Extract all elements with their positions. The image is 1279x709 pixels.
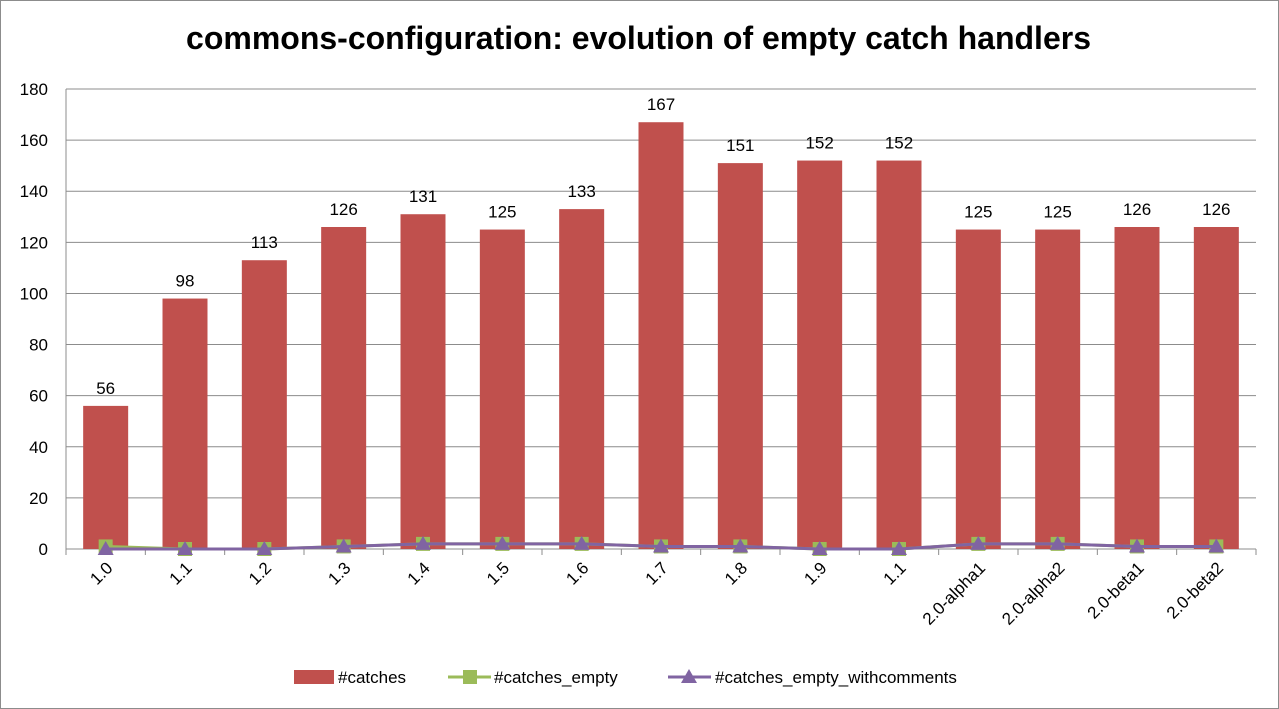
bar-data-label: 167 (647, 95, 675, 114)
triangle-marker (97, 541, 114, 555)
bar-data-label: 126 (1202, 200, 1230, 219)
triangle-marker (811, 541, 828, 555)
bar-data-label: 126 (329, 200, 357, 219)
x-tick-label: 1.7 (642, 558, 672, 588)
legend-label: #catches_empty (494, 668, 618, 687)
bar (955, 229, 1001, 550)
bar (638, 122, 684, 549)
bar-data-label: 133 (567, 182, 595, 201)
bar (479, 229, 525, 550)
x-tick-label: 1.9 (800, 558, 830, 588)
triangle-marker (256, 541, 273, 555)
x-tick-label: 1.2 (245, 558, 275, 588)
bar (83, 405, 129, 549)
y-tick-label: 20 (29, 489, 48, 508)
bar (717, 163, 763, 549)
bar-data-label: 125 (488, 203, 516, 222)
bar (559, 209, 605, 549)
y-tick-label: 40 (29, 438, 48, 457)
bar-data-label: 98 (176, 272, 195, 291)
triangle-marker (335, 538, 352, 553)
bar (1035, 229, 1081, 550)
triangle-marker (177, 541, 193, 555)
x-tick-label: 2.0-alpha1 (919, 558, 989, 628)
x-tick-label: 1.5 (483, 558, 513, 588)
y-tick-label: 100 (20, 284, 48, 303)
y-tick-label: 180 (20, 80, 48, 99)
x-tick-label: 1.8 (721, 558, 751, 588)
bar (162, 298, 208, 549)
x-tick-label: 1.1 (166, 558, 196, 588)
bar-data-label: 113 (251, 233, 278, 252)
bar-data-label: 56 (96, 379, 115, 398)
bar (1193, 227, 1239, 549)
legend-label: #catches (338, 668, 406, 687)
legend-marker-triangle (681, 669, 697, 683)
bar-data-label: 151 (726, 136, 754, 155)
y-tick-label: 60 (29, 387, 48, 406)
x-tick-label: 1.6 (562, 558, 592, 588)
y-tick-label: 140 (20, 182, 48, 201)
y-tick-label: 160 (20, 131, 48, 150)
bar (321, 227, 367, 549)
y-tick-label: 80 (29, 336, 48, 355)
x-tick-label: 1.1 (880, 558, 910, 588)
bar-data-label: 126 (1123, 200, 1151, 219)
legend-marker-square (463, 670, 477, 684)
bar (241, 260, 287, 549)
triangle-marker (1129, 538, 1145, 553)
x-tick-label: 2.0-alpha2 (998, 558, 1068, 628)
bar (876, 160, 922, 550)
x-tick-label: 2.0-beta1 (1084, 558, 1148, 622)
bar-data-label: 152 (885, 134, 913, 153)
bar (797, 160, 843, 550)
bar (400, 214, 446, 549)
triangle-marker (494, 535, 511, 550)
x-tick-label: 1.3 (324, 558, 354, 588)
y-tick-label: 120 (20, 233, 48, 252)
x-tick-label: 2.0-beta2 (1163, 558, 1227, 622)
x-tick-label: 1.4 (404, 558, 434, 588)
triangle-marker (891, 541, 907, 555)
bar-data-label: 125 (964, 203, 992, 222)
chart-title: commons-configuration: evolution of empt… (186, 20, 1091, 56)
triangle-marker (573, 535, 590, 550)
x-tick-label: 1.0 (86, 558, 116, 588)
triangle-marker (970, 535, 987, 550)
legend-swatch-catches (294, 670, 334, 684)
legend-label: #catches_empty_withcomments (715, 668, 957, 687)
triangle-marker (732, 538, 749, 553)
bar (1114, 227, 1160, 549)
y-tick-label: 0 (39, 540, 48, 559)
bar-data-label: 152 (805, 134, 833, 153)
triangle-marker (1208, 538, 1225, 553)
bar-data-label: 125 (1043, 203, 1071, 222)
triangle-marker (415, 535, 431, 550)
bar-data-label: 131 (409, 187, 437, 206)
triangle-marker (1049, 535, 1066, 550)
triangle-marker (653, 538, 669, 553)
